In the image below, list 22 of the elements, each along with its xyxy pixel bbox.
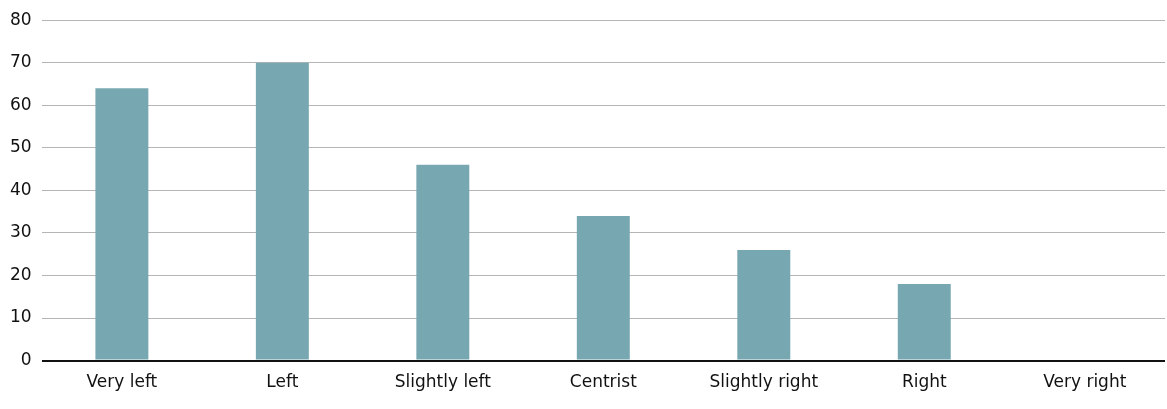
y-tick-label: 10	[9, 306, 32, 327]
y-tick-label: 20	[9, 263, 32, 284]
x-tick-label: Very right	[1043, 371, 1127, 392]
y-tick-label: 80	[9, 8, 32, 29]
bar	[737, 249, 791, 360]
bar	[255, 62, 309, 360]
x-tick-label: Right	[901, 371, 947, 392]
x-tick-label: Very left	[86, 371, 158, 392]
bar	[897, 284, 951, 360]
x-tick-label: Centrist	[569, 371, 638, 392]
bar	[95, 88, 149, 360]
x-tick-label: Slightly right	[709, 371, 819, 392]
y-tick-label: 60	[9, 93, 32, 114]
y-tick-label: 40	[9, 178, 32, 199]
x-tick-label: Left	[266, 371, 299, 392]
y-tick-label: 30	[9, 221, 32, 242]
bar	[416, 164, 470, 360]
y-tick-label: 70	[9, 51, 32, 72]
bar	[576, 215, 630, 360]
x-tick-label: Slightly left	[394, 371, 492, 392]
y-tick-label: 50	[9, 136, 32, 157]
y-tick-label: 0	[20, 349, 32, 370]
